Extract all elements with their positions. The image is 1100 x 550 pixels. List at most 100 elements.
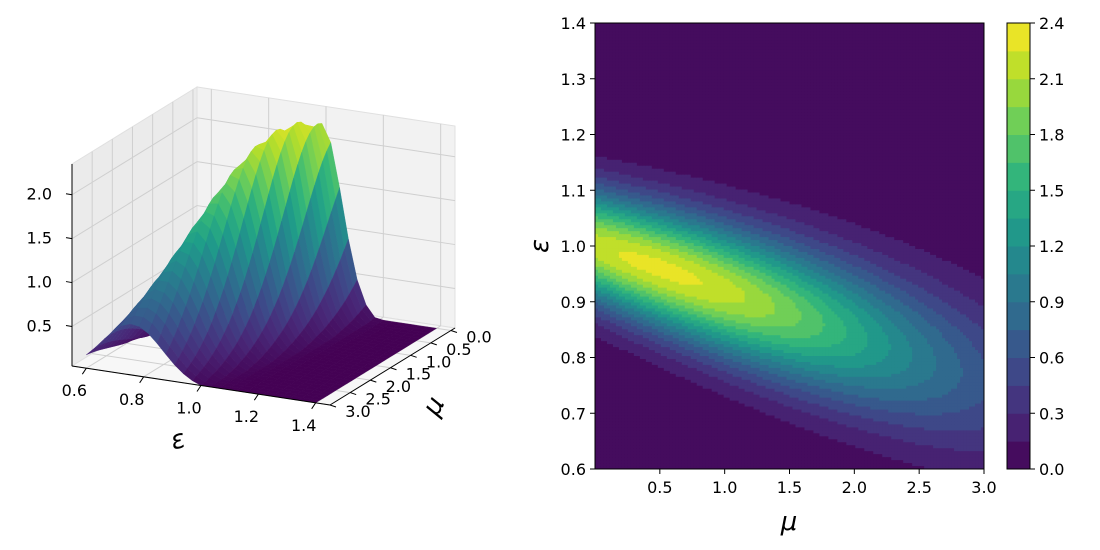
contour-cell: [615, 454, 620, 458]
contour-cell: [595, 28, 599, 33]
contour-cell: [633, 201, 638, 205]
contour-cell: [597, 192, 602, 197]
contour-cell: [612, 180, 617, 185]
contour-cell: [633, 466, 638, 469]
contour-cell: [595, 228, 599, 232]
contour-cell: [624, 466, 629, 469]
contour-cell: [636, 118, 641, 122]
contour-cell: [636, 281, 641, 286]
contour-cell: [639, 263, 644, 268]
contour-cell: [609, 317, 614, 321]
contour-cell: [612, 94, 617, 98]
contour-cell: [606, 141, 611, 146]
contour-cell: [603, 391, 608, 396]
contour-cell: [621, 192, 626, 197]
contour-cell: [642, 40, 647, 45]
contour-cell: [618, 189, 623, 194]
contour-cell: [603, 400, 608, 405]
contour-cell: [639, 210, 644, 214]
contour-cell: [642, 127, 647, 131]
contour-cell: [639, 460, 644, 464]
contour-cell: [612, 430, 617, 434]
contour-cell: [595, 109, 599, 113]
contour-cell: [639, 31, 644, 36]
contour-cell: [609, 213, 614, 217]
contour-cell: [603, 153, 608, 158]
contour-cell: [615, 344, 620, 348]
contour-cell: [627, 367, 632, 372]
contour-cell: [597, 127, 602, 131]
contour-cell: [633, 341, 638, 345]
contour-cell: [609, 216, 614, 220]
contour-cell: [603, 358, 608, 363]
contour-cell: [624, 266, 629, 271]
contour-cell: [609, 439, 614, 443]
epsilon-tick-mark: [196, 385, 202, 392]
contour-cell: [624, 353, 629, 357]
contour-cell: [609, 367, 614, 372]
contour-cell: [624, 156, 629, 161]
contour-cell: [606, 88, 611, 92]
contour-cell: [639, 79, 644, 84]
contour-cell: [636, 302, 641, 307]
contour-cell: [609, 40, 614, 45]
contour-cell: [597, 341, 602, 345]
contour-cell: [621, 49, 626, 54]
contour-cell: [636, 284, 641, 289]
contour-cell: [595, 240, 599, 244]
contour-cell: [618, 85, 623, 90]
contour-cell: [603, 418, 608, 423]
contour-cell: [627, 293, 632, 298]
contour-cell: [627, 133, 632, 137]
axes-3d-tick-labels: 0.6 0.8 1.0 1.2 1.40.00.51.01.52.02.53.00.51…: [27, 185, 492, 435]
contour-cell: [630, 61, 635, 66]
contour-cell: [627, 76, 632, 81]
contour-cell: [624, 406, 629, 411]
contour-cell: [630, 150, 635, 155]
contour-cell: [595, 73, 599, 78]
contour-cell: [636, 415, 641, 420]
contour-cell: [606, 103, 611, 107]
contour-cell: [600, 237, 605, 241]
contour-cell: [597, 379, 602, 384]
contour-cell: [603, 317, 608, 321]
contour-cell: [627, 213, 632, 217]
contour-cell: [612, 314, 617, 318]
contour-cell: [639, 100, 644, 104]
contour-cell: [600, 433, 605, 437]
contour-cell: [600, 373, 605, 378]
contour-cell: [618, 332, 623, 336]
contour-cell: [633, 144, 638, 149]
contour-cell: [597, 171, 602, 176]
contour-cell: [624, 225, 629, 229]
contour-cell: [615, 367, 620, 372]
contour-cell: [606, 58, 611, 63]
contour-cell: [597, 353, 602, 357]
contour-cell: [639, 284, 644, 289]
contour-cell: [612, 400, 617, 405]
contour-cell: [627, 364, 632, 369]
contour-cell: [615, 466, 620, 469]
contour-cell: [633, 376, 638, 381]
contour-cell: [609, 97, 614, 101]
contour-cell: [636, 466, 641, 469]
contour-cell: [615, 320, 620, 324]
contour-cell: [624, 400, 629, 405]
contour-cell: [606, 109, 611, 113]
contour-cell: [606, 37, 611, 42]
contour-cell: [639, 141, 644, 146]
contour-cell: [612, 201, 617, 205]
contour-cell: [612, 153, 617, 158]
contour-cell: [612, 290, 617, 295]
contour-cell: [597, 254, 602, 259]
contour-cell: [630, 195, 635, 200]
contour-cell: [633, 43, 638, 48]
contour-cell: [615, 73, 620, 78]
contour-cell: [597, 204, 602, 208]
contour-cell: [621, 382, 626, 387]
contour-cell: [633, 147, 638, 152]
contour-cell: [624, 82, 629, 87]
contour-cell: [621, 103, 626, 107]
contour-cell: [606, 100, 611, 104]
contour-cell: [606, 367, 611, 372]
